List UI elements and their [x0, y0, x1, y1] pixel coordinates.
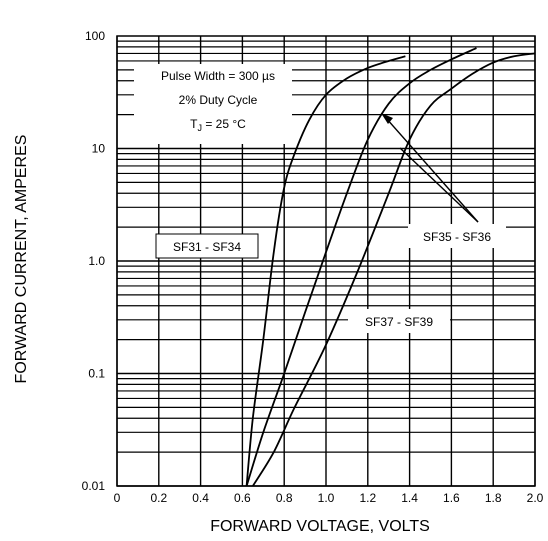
- y-tick-label: 0.1: [88, 367, 105, 381]
- x-axis-title: FORWARD VOLTAGE, VOLTS: [210, 518, 430, 535]
- label-sf37-sf39: SF37 - SF39: [348, 309, 450, 333]
- conditions-annotation: Pulse Width = 300 µs 2% Duty Cycle TJ = …: [134, 64, 292, 144]
- y-tick-label: 1.0: [88, 254, 105, 268]
- label-sf35-sf36-text: SF35 - SF36: [423, 230, 491, 244]
- y-tick-label: 10: [92, 142, 106, 156]
- y-axis-title: FORWARD CURRENT, AMPERES: [13, 135, 30, 384]
- x-tick-label: 2.0: [527, 491, 544, 505]
- conditions-box: [134, 64, 292, 144]
- x-tick-label: 1.6: [443, 491, 460, 505]
- x-tick-label: 0.8: [276, 491, 293, 505]
- x-tick-label: 1.8: [485, 491, 502, 505]
- label-sf35-sf36: SF35 - SF36: [381, 113, 506, 248]
- x-tick-label: 0.2: [150, 491, 167, 505]
- tick-labels: 0 0.2 0.4 0.6 0.8 1.0 1.2 1.4 1.6 1.8 2.0 0.01 0.1 1.…: [82, 29, 544, 505]
- plot-frame: [116, 35, 536, 487]
- series-line-2: [245, 47, 477, 487]
- junction-temp-label: TJ = 25 °C: [190, 117, 246, 133]
- label-sf31-sf34-box: [155, 233, 259, 259]
- duty-cycle-label: 2% Duty Cycle: [179, 93, 258, 107]
- label-sf35-sf36-box: [408, 224, 506, 248]
- series-line-1: [245, 55, 406, 487]
- label-sf31-sf34-text: SF31 - SF34: [173, 240, 241, 254]
- label-sf35-sf36-pointer: [399, 147, 479, 223]
- x-tick-label: 0.6: [234, 491, 251, 505]
- x-tick-label: 1.0: [318, 491, 335, 505]
- label-sf31-sf34: SF31 - SF34: [155, 233, 259, 259]
- y-tick-label: 0.01: [82, 479, 106, 493]
- x-tick-label: 1.2: [359, 491, 376, 505]
- label-sf37-sf39-box: [348, 309, 450, 333]
- label-sf35-sf36-arrow: [385, 117, 479, 223]
- x-tick-label: 0: [114, 491, 121, 505]
- arrow-head: [381, 113, 393, 124]
- curves: [245, 47, 536, 487]
- x-tick-label: 0.4: [192, 491, 209, 505]
- y-tick-label: 100: [85, 29, 105, 43]
- label-sf37-sf39-text: SF37 - SF39: [365, 315, 433, 329]
- x-tick-label: 1.4: [401, 491, 418, 505]
- series-line-3: [252, 52, 536, 487]
- pulse-width-label: Pulse Width = 300 µs: [161, 69, 275, 83]
